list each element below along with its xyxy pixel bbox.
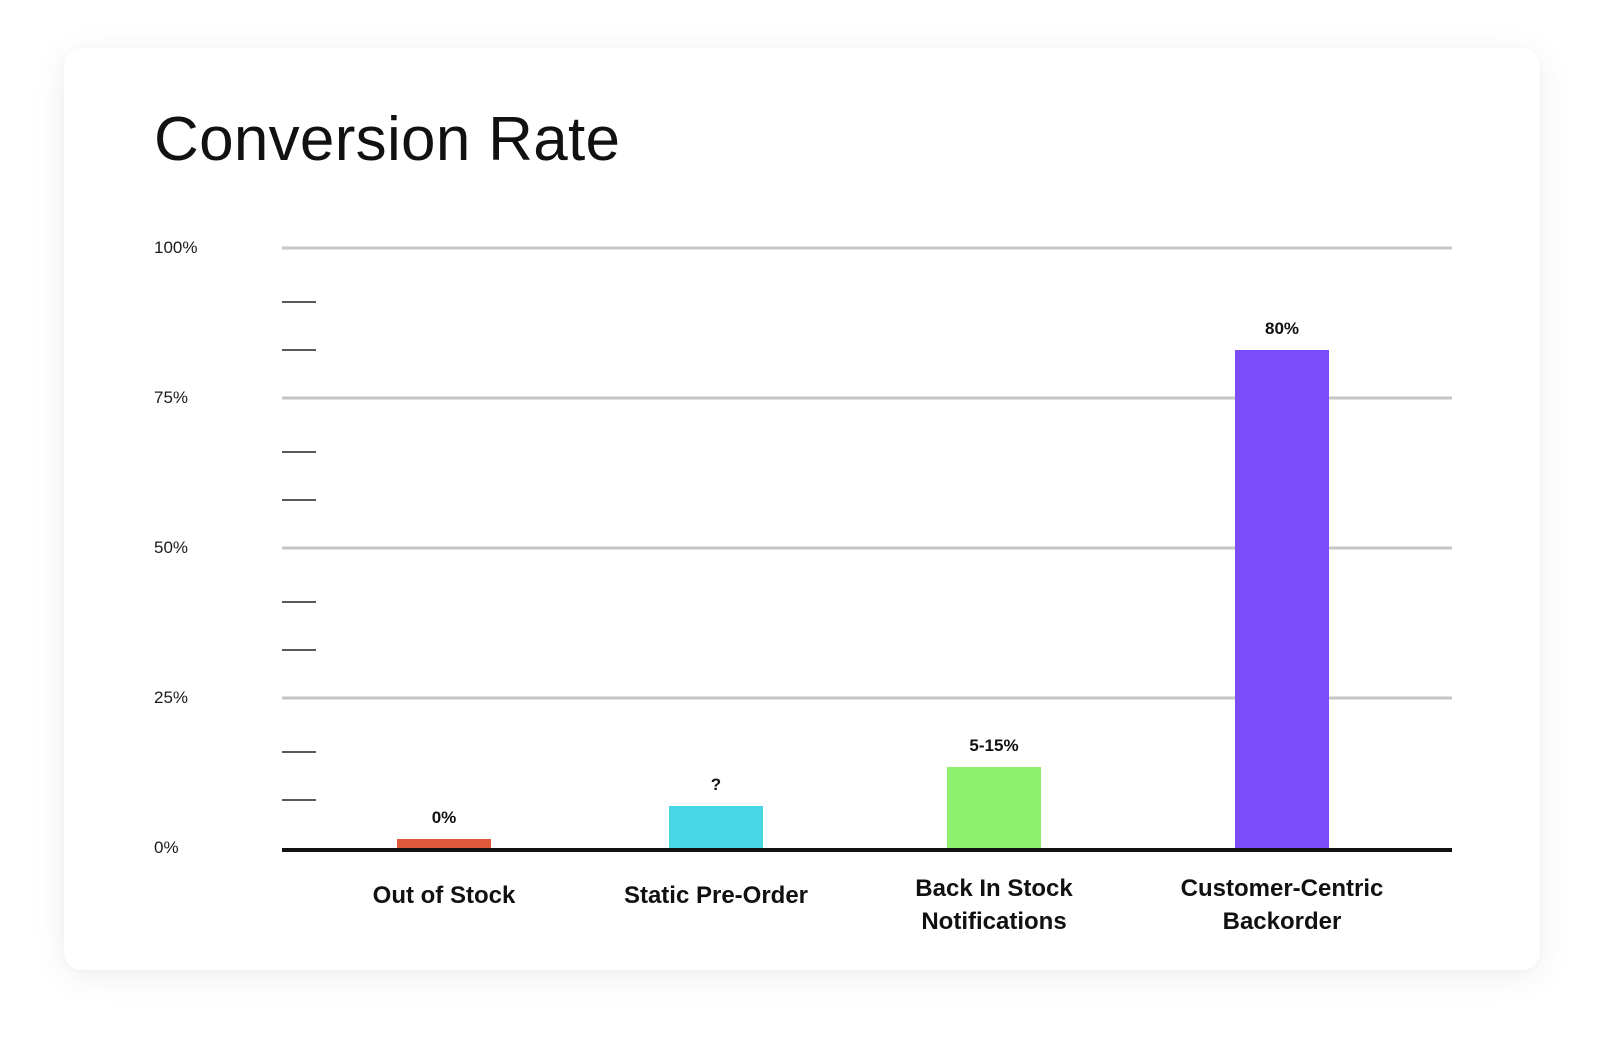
data-label: ? <box>711 775 721 794</box>
y-tick-label: 50% <box>154 538 188 557</box>
chart-title: Conversion Rate <box>154 105 621 174</box>
y-tick-label: 0% <box>154 838 179 857</box>
x-category-label: Backorder <box>1223 908 1342 935</box>
x-category-label: Back In Stock <box>915 875 1073 902</box>
x-category-label: Static Pre-Order <box>624 882 808 909</box>
bar <box>397 839 491 848</box>
y-tick-label: 25% <box>154 688 188 707</box>
y-tick-label: 100% <box>154 238 197 257</box>
x-category-label: Customer-Centric <box>1181 875 1384 902</box>
data-label: 5-15% <box>969 736 1018 755</box>
data-label: 80% <box>1265 319 1299 338</box>
bar <box>1235 350 1329 848</box>
y-tick-label: 75% <box>154 388 188 407</box>
bar <box>669 806 763 848</box>
bar <box>947 767 1041 848</box>
data-label: 0% <box>432 808 457 827</box>
x-category-label: Out of Stock <box>373 882 516 909</box>
x-category-label: Notifications <box>921 908 1066 935</box>
